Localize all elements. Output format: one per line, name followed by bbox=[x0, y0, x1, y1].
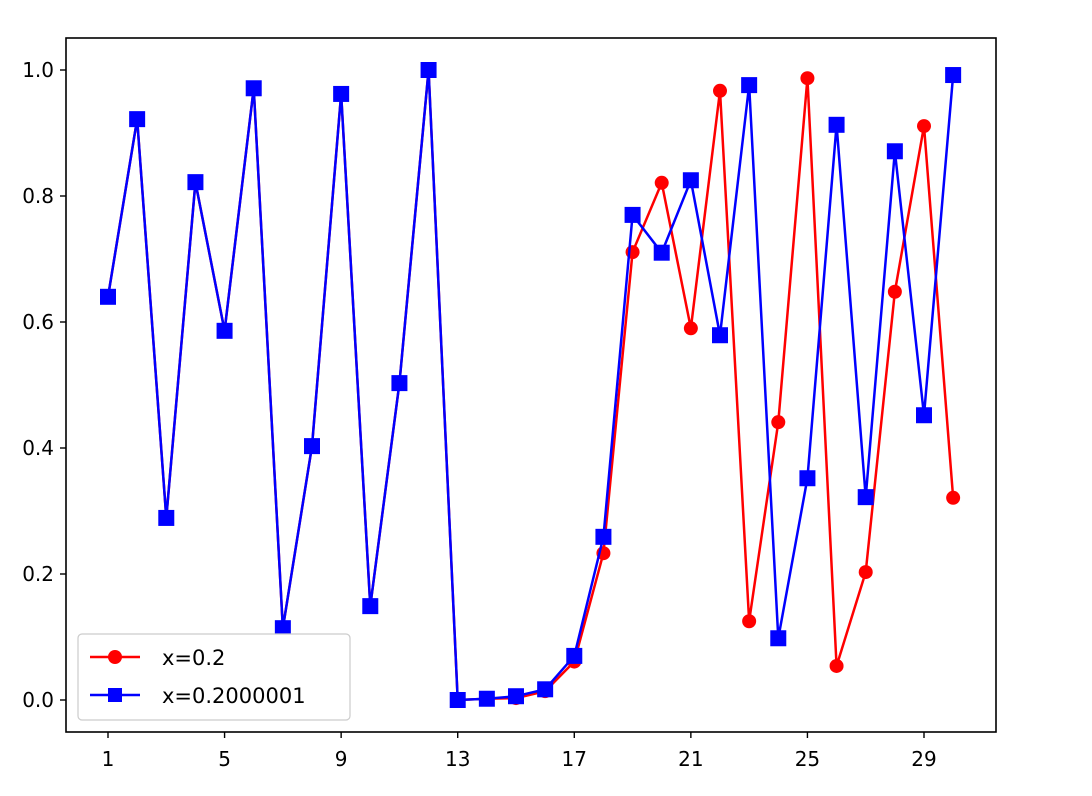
data-point-square bbox=[886, 143, 903, 160]
series-line-0 bbox=[106, 69, 955, 702]
x-tick-label: 13 bbox=[445, 747, 470, 771]
x-tick-label: 21 bbox=[678, 747, 703, 771]
data-point-square bbox=[828, 116, 845, 133]
legend-label-0: x=0.2 bbox=[162, 646, 225, 670]
data-point-square bbox=[129, 111, 146, 128]
data-point-square bbox=[682, 172, 699, 189]
data-point-square bbox=[187, 174, 204, 191]
data-point-square bbox=[799, 470, 816, 487]
data-point-circle bbox=[742, 614, 757, 629]
data-point-square bbox=[449, 692, 466, 708]
legend-marker-circle bbox=[108, 650, 122, 664]
x-tick-label: 17 bbox=[562, 747, 587, 771]
data-point-square bbox=[916, 407, 932, 424]
data-point-square bbox=[362, 598, 379, 615]
data-point-square bbox=[566, 647, 583, 664]
y-tick-label: 0.2 bbox=[22, 562, 54, 586]
data-point-square bbox=[478, 690, 495, 707]
x-tick-label: 9 bbox=[335, 747, 348, 771]
data-point-square bbox=[857, 489, 874, 506]
data-point-square bbox=[712, 327, 728, 344]
legend-marker-square bbox=[108, 688, 122, 702]
series-line-1 bbox=[106, 69, 955, 702]
data-point-circle bbox=[771, 415, 786, 430]
data-point-circle bbox=[683, 321, 698, 336]
data-point-square bbox=[508, 688, 524, 705]
data-point-square bbox=[274, 620, 291, 637]
legend: x=0.2 x=0.2000001 bbox=[77, 633, 351, 721]
data-point-square bbox=[770, 630, 787, 647]
data-point-circle bbox=[946, 490, 961, 505]
y-tick-label: 0.4 bbox=[22, 436, 54, 460]
x-tick-label: 29 bbox=[911, 747, 936, 771]
x-tick-label: 5 bbox=[218, 747, 231, 771]
data-point-square bbox=[624, 206, 641, 223]
x-tick-label: 1 bbox=[102, 747, 115, 771]
data-point-circle bbox=[654, 175, 669, 190]
data-point-square bbox=[391, 375, 408, 392]
plot-frame bbox=[65, 37, 997, 733]
data-point-circle bbox=[887, 284, 902, 299]
data-point-square bbox=[653, 244, 670, 261]
data-point-circle bbox=[829, 658, 844, 673]
data-point-square bbox=[595, 528, 612, 545]
data-point-circle bbox=[858, 565, 873, 580]
x-tick-label: 25 bbox=[795, 747, 820, 771]
y-tick-label: 0.0 bbox=[22, 688, 54, 712]
y-tick-label: 0.6 bbox=[22, 310, 54, 334]
legend-box bbox=[77, 633, 351, 721]
data-point-square bbox=[158, 509, 175, 526]
data-point-square bbox=[420, 62, 437, 78]
data-point-circle bbox=[917, 119, 931, 134]
legend-label-1: x=0.2000001 bbox=[162, 684, 306, 708]
y-tick-label: 1.0 bbox=[22, 58, 54, 82]
data-point-circle bbox=[713, 83, 727, 98]
data-point-square bbox=[304, 438, 320, 455]
data-point-square bbox=[537, 681, 554, 698]
data-point-square bbox=[741, 77, 758, 94]
data-point-square bbox=[945, 67, 962, 84]
data-point-square bbox=[333, 85, 350, 102]
data-point-circle bbox=[800, 71, 815, 86]
data-point-square bbox=[245, 80, 262, 97]
y-tick-label: 0.8 bbox=[22, 184, 54, 208]
data-point-square bbox=[100, 288, 116, 305]
data-point-square bbox=[216, 322, 233, 339]
